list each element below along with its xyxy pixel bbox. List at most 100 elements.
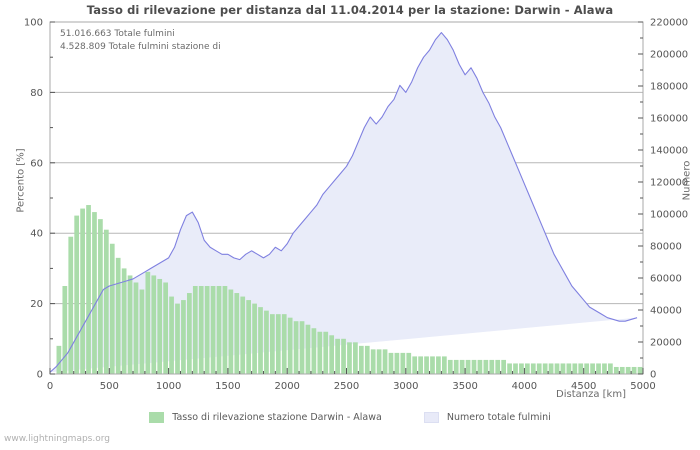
series-bars-detection-rate [56,205,643,374]
bar [459,359,465,374]
y-axis-left-tick-label: 100 [24,18,43,29]
bar [507,363,512,374]
annotation-station-lightning: 4.528.809 Totale fulmini stazione di [60,42,221,52]
bar [56,345,62,374]
x-axis-tick-label: 2000 [274,381,299,392]
bar [489,359,495,374]
bar [394,352,400,374]
y-axis-right-label: Numero [681,160,693,201]
bar [382,349,388,374]
bar [613,366,619,374]
bar [293,321,299,374]
bar [513,363,518,374]
bar [103,229,109,374]
x-axis-tick-label: 3500 [452,381,477,392]
bar [157,278,163,374]
x-axis-tick-label: 4500 [571,381,596,392]
bar [572,363,578,374]
bar [519,363,524,374]
y-axis-left-tick-label: 80 [30,88,43,99]
bar [335,338,340,374]
bar [68,236,74,374]
bar [525,363,530,374]
x-axis-tick-label: 3000 [393,381,418,392]
bar [412,356,418,374]
watermark: www.lightningmaps.org [4,434,110,444]
bar [275,314,281,374]
bar [192,286,198,374]
x-axis-tick-label: 2500 [334,381,359,392]
bar [560,363,566,374]
bar [353,342,358,374]
bar [341,338,346,374]
bar [234,293,240,374]
x-axis-tick-label: 500 [100,381,119,392]
bar [252,303,257,374]
bar [347,342,352,374]
bar [536,363,542,374]
y-axis-right-tick-label: 200000 [650,50,688,61]
bar [151,275,157,374]
y-axis-right-tick-label: 160000 [650,114,688,125]
bar [631,366,637,374]
x-axis-label: Distanza [km] [556,389,626,400]
bar [471,359,477,374]
bar [92,212,97,374]
bar [364,345,370,374]
bar [145,271,151,374]
axis-ticks: 0204060801000200004000060000800001000001… [24,18,688,393]
bar [264,310,269,374]
bar [548,363,554,374]
bar [530,363,536,374]
bar [246,300,252,374]
bar [222,286,228,374]
bar [62,286,68,374]
bar [554,363,560,374]
bar [584,363,590,374]
legend-swatch-green [149,412,165,423]
bar [181,300,186,374]
bar [204,286,210,374]
y-axis-left-tick-label: 20 [30,299,43,310]
bar [441,356,447,374]
bar [287,317,293,374]
bar [121,268,127,374]
bar [483,359,489,374]
bar [139,289,145,374]
x-axis-tick-label: 1000 [156,381,181,392]
bar [608,363,613,374]
legend-label-total-lightning: Numero totale fulmini [446,412,551,423]
bar [596,363,601,374]
bar [115,257,121,374]
bar [370,349,376,374]
chart-title: Tasso di rilevazione per distanza dal 11… [86,3,614,17]
bar [109,243,115,374]
y-axis-right-tick-label: 60000 [650,274,682,285]
y-axis-right-tick-label: 220000 [650,18,688,29]
bar [424,356,429,374]
bar [495,359,501,374]
bar [625,366,631,374]
bar [270,314,275,374]
bar [453,359,459,374]
chart-annotation: 51.016.663 Totale fulmini 4.528.809 Tota… [60,28,221,54]
legend-item-detection-rate[interactable]: Tasso di rilevazione stazione Darwin - A… [149,412,382,423]
chart-legend: Tasso di rilevazione stazione Darwin - A… [0,412,700,423]
bar [133,282,139,374]
legend-item-total-lightning[interactable]: Numero totale fulmini [423,412,551,423]
y-axis-right-tick-label: 140000 [650,146,688,157]
bar [163,282,168,374]
bar [281,314,287,374]
legend-label-detection-rate: Tasso di rilevazione stazione Darwin - A… [172,412,382,423]
bar [323,331,329,374]
bar [465,359,471,374]
bar [258,307,263,374]
y-axis-right-tick-label: 100000 [650,210,688,221]
x-axis-tick-label: 4000 [512,381,537,392]
bar [406,352,412,374]
bar [86,205,91,374]
bar [299,321,305,374]
bar [602,363,607,374]
